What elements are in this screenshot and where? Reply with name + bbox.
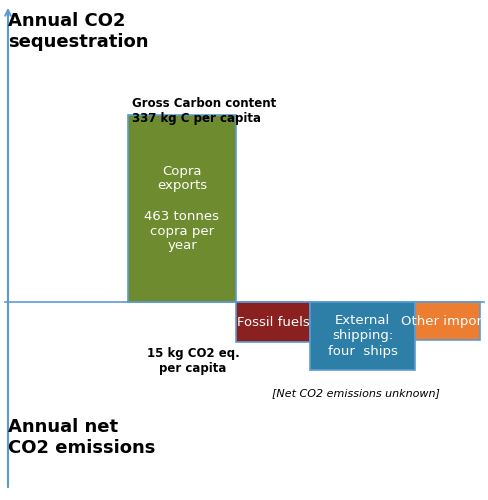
- Text: Copra
exports

463 tonnes
copra per
year: Copra exports 463 tonnes copra per year: [144, 164, 219, 252]
- Text: Annual CO2
sequestration: Annual CO2 sequestration: [8, 12, 148, 51]
- Text: 15 kg CO2 eq.
per capita: 15 kg CO2 eq. per capita: [146, 347, 239, 375]
- Text: Annual net
CO2 emissions: Annual net CO2 emissions: [8, 418, 155, 457]
- Text: Other imports: Other imports: [400, 314, 488, 328]
- Text: [Net CO2 emissions unknown]: [Net CO2 emissions unknown]: [271, 388, 439, 398]
- Bar: [309, 302, 414, 370]
- Bar: [236, 302, 309, 342]
- Text: Fossil fuels: Fossil fuels: [236, 316, 309, 328]
- Bar: [414, 302, 479, 340]
- Text: Gross Carbon content
337 kg C per capita: Gross Carbon content 337 kg C per capita: [132, 97, 276, 125]
- Text: External
shipping:
four  ships: External shipping: four ships: [327, 314, 397, 358]
- Bar: [128, 115, 236, 302]
